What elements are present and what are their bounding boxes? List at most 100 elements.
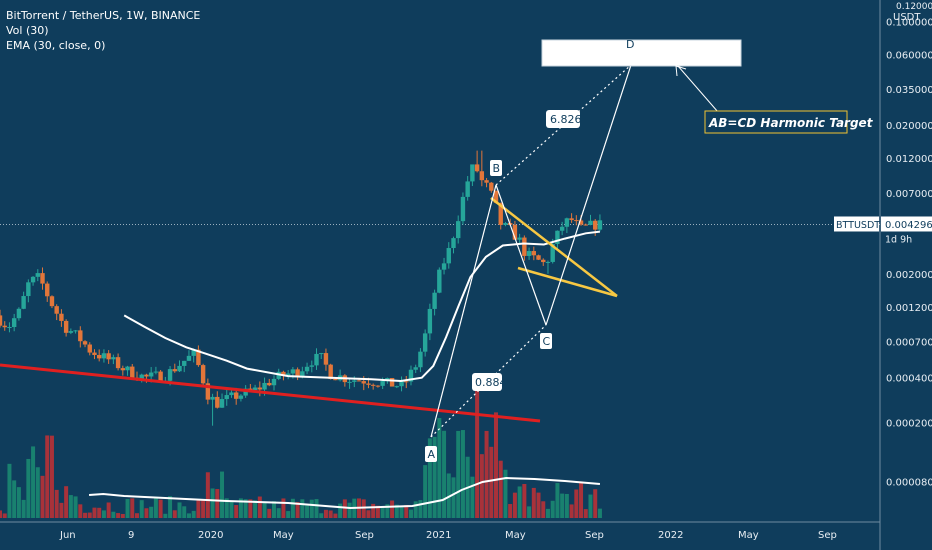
ratio-ab-label: 0.884 [475, 376, 507, 389]
pattern-leg-ab[interactable] [430, 184, 497, 438]
candle-up [177, 365, 182, 372]
wedge-lower-line[interactable] [517, 266, 618, 298]
symbol-title[interactable]: BitTorrent / TetherUS, 1W, BINANCE [6, 9, 201, 22]
volume-bar [451, 477, 456, 518]
candle-up [139, 374, 144, 380]
volume-bar [262, 501, 267, 518]
volume-bar [134, 513, 139, 518]
volume-bar [182, 506, 187, 518]
candle-up [191, 349, 196, 356]
volume-bar [163, 513, 168, 518]
volume-indicator-label[interactable]: Vol (30) [6, 24, 49, 37]
candle-up [437, 269, 442, 293]
candle-up [319, 353, 324, 355]
candle-down [366, 383, 371, 385]
volume-bar [196, 500, 201, 518]
candle-up [148, 372, 154, 377]
candle-down [522, 237, 527, 256]
volume-bar [186, 513, 191, 518]
volume-bar [125, 498, 130, 518]
volume-bar [342, 499, 347, 518]
harmonic-target-zone[interactable] [541, 39, 742, 67]
volume-bar [177, 502, 182, 518]
volume-bar [470, 476, 475, 518]
price-axis-label: 0.035000 [886, 85, 932, 96]
ticker-tag-label: BTTUSDT [836, 220, 880, 231]
time-axis-label: May [738, 530, 759, 541]
current-price-tag-box [881, 216, 932, 232]
candle-down [144, 374, 149, 377]
candle-up [229, 392, 234, 396]
candle-up [451, 238, 456, 249]
candle-up [73, 330, 78, 332]
candle-down [281, 371, 286, 376]
candle-up [550, 243, 555, 262]
candle-up [427, 308, 433, 334]
candle-down [361, 381, 366, 384]
volume-bar [201, 500, 206, 518]
candle-down [120, 368, 126, 371]
volume-bar [73, 496, 78, 518]
time-axis-label: May [273, 530, 294, 541]
ema-indicator-label[interactable]: EMA (30, close, 0) [6, 39, 106, 52]
volume-bar [172, 510, 177, 518]
candle-up [252, 387, 258, 391]
current-price-tag: 0.004296 [885, 220, 932, 231]
volume-bar [243, 499, 248, 518]
volume-bar [78, 504, 83, 518]
candle-down [493, 190, 499, 203]
volume-bar [101, 510, 106, 518]
resistance-trendline[interactable] [0, 363, 541, 423]
pattern-leg-bc[interactable] [495, 184, 547, 326]
volume-bar [531, 487, 536, 518]
candle-up [559, 226, 565, 231]
volume-bar [361, 499, 366, 518]
candle-up [68, 331, 74, 333]
volume-bar [583, 509, 588, 518]
candle-up [446, 248, 451, 264]
candle-down [578, 220, 584, 225]
volume-bar [290, 498, 295, 518]
volume-bar [92, 507, 97, 518]
candle-up [352, 380, 357, 382]
candle-down [257, 387, 263, 390]
volume-bar [120, 513, 125, 518]
candle-up [224, 395, 229, 400]
target-callout-line [677, 65, 719, 113]
target-label-box[interactable] [704, 110, 848, 134]
volume-bar [413, 501, 418, 518]
candle-up [432, 292, 437, 309]
volume-bar [234, 505, 239, 518]
volume-bar [333, 513, 338, 518]
target-callout-arrowhead [675, 65, 687, 77]
candle-down [569, 218, 574, 221]
candle-down [200, 365, 206, 384]
candle-down [267, 382, 272, 386]
volume-bar [68, 495, 73, 518]
chart-legend: BitTorrent / TetherUS, 1W, BINANCE Vol (… [6, 8, 200, 53]
pattern-leg-cd[interactable] [545, 64, 632, 326]
volume-bar [522, 483, 527, 518]
volume-bar [229, 501, 234, 518]
volume-bar [390, 500, 395, 518]
volume-bar [498, 460, 503, 518]
volume-bar [385, 504, 390, 518]
volume-bar [16, 487, 21, 518]
volume-bar [593, 489, 598, 518]
wedge-upper-line[interactable] [490, 197, 618, 297]
price-axis-label: 0.060000 [886, 50, 932, 61]
volume-bar [205, 472, 210, 518]
price-axis-label: 0.012000 [886, 154, 932, 165]
candle-down [215, 396, 220, 408]
candle-down [82, 341, 88, 345]
candle-down [370, 384, 376, 386]
candle-down [196, 349, 201, 366]
candle-up [309, 365, 314, 367]
volume-bar [560, 493, 565, 518]
volume-bar [371, 503, 376, 518]
volume-bar [380, 507, 385, 518]
candle-up [167, 369, 173, 381]
